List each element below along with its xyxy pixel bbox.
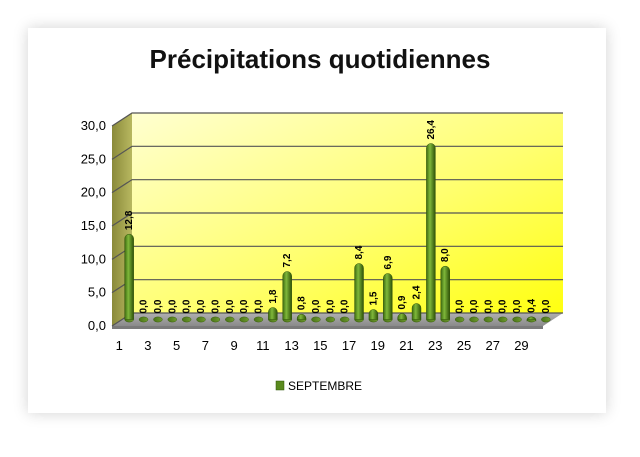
data-label: 0,0 [340,299,351,313]
x-tick-label: 27 [485,338,499,353]
data-label: 6,9 [383,255,394,269]
bar-base [325,316,335,323]
bar [426,143,436,320]
data-label: 2,4 [412,285,423,299]
data-label: 0,0 [182,299,193,313]
bar [397,313,407,320]
y-tick-label: 30,0 [81,118,106,133]
bar-base [153,316,163,323]
bar-base [181,316,192,323]
bar-base [311,316,321,323]
y-tick-label: 5,0 [88,285,106,300]
bar [268,307,278,320]
x-tick-label: 9 [230,338,237,353]
x-tick-label: 5 [173,338,180,353]
y-axis-ticks: 0,0 5,0 10,0 15,0 20,0 25,0 30,0 [81,118,106,333]
data-label: 0,0 [455,299,466,313]
bar-base [167,316,177,323]
bar-base [138,316,149,323]
data-label: 0,0 [253,299,264,313]
gridline [111,112,563,127]
data-label: 0,0 [167,299,178,313]
x-tick-label: 25 [457,338,471,353]
data-label: 0,4 [526,298,537,312]
data-label: 1,8 [268,289,279,303]
x-tick-label: 7 [202,338,209,353]
bar-base [196,316,206,323]
bar [411,303,422,320]
chart-title: Précipitations quotidiennes [149,44,491,74]
x-tick-label: 19 [371,338,385,353]
bar-base [498,316,508,323]
y-tick-label: 20,0 [81,185,106,200]
data-label: 0,0 [153,299,164,313]
data-label: 0,0 [196,299,207,313]
bar-base [225,316,235,323]
bar-base [483,316,494,323]
data-label: 0,0 [139,299,150,313]
data-label: 0,0 [483,299,494,313]
data-label: 12,8 [124,210,135,230]
bar-base [512,316,522,323]
data-label: 8,0 [440,248,451,262]
bar [124,233,134,320]
bars [124,143,551,323]
chart-walls [112,113,563,329]
x-tick-label: 1 [116,338,123,353]
bar-base [469,316,479,323]
data-label: 1,5 [368,291,379,305]
bar-base [239,316,249,323]
gridline [111,212,563,227]
bar-base [340,316,350,323]
bar [383,273,393,320]
y-tick-label: 15,0 [81,218,106,233]
x-tick-label: 3 [144,338,151,353]
y-tick-label: 10,0 [81,251,106,266]
y-tick-label: 25,0 [81,151,106,166]
data-label: 7,2 [282,253,293,267]
data-label: 0,0 [469,299,480,313]
x-tick-label: 15 [313,338,327,353]
data-label: 0,0 [225,299,236,313]
data-label: 0,0 [239,299,250,313]
bar-base [253,316,264,323]
x-axis-ticks: 1 3 5 7 9 11 13 15 17 19 21 23 25 27 29 [116,338,529,353]
bar [368,309,379,320]
x-tick-label: 29 [514,338,528,353]
bar [282,271,292,320]
bar [440,265,450,320]
bar-base [210,316,221,323]
gridline [111,145,563,160]
legend: SEPTEMBRE [275,379,362,393]
x-tick-label: 13 [284,338,298,353]
data-label: 0,0 [512,299,523,313]
data-label: 0,0 [210,299,221,313]
data-label: 0,9 [397,295,408,309]
data-label: 0,8 [297,296,308,310]
data-labels: 12,80,0 0,0 0,0 0,0 0,0 0,0 0,0 0,0 0,01,87,20,8… [124,120,552,314]
floor [112,313,563,326]
floor-edge [112,326,543,329]
x-tick-label: 21 [399,338,413,353]
gridline [111,179,563,194]
x-tick-label: 11 [256,338,270,353]
y-tick-label: 0,0 [88,318,106,333]
data-label: 0,0 [311,299,322,313]
bar [354,263,364,320]
data-label: 0,0 [498,299,509,313]
bar [296,313,307,320]
x-tick-label: 17 [342,338,356,353]
bar-base [541,316,551,323]
data-label: 0,0 [541,299,552,313]
bar-base [454,316,465,323]
bar [526,316,537,322]
data-label: 8,4 [354,245,365,259]
data-label: 26,4 [426,120,437,140]
legend-label: SEPTEMBRE [288,379,362,393]
legend-swatch [275,380,285,391]
data-label: 0,0 [325,299,336,313]
x-tick-label: 23 [428,338,442,353]
